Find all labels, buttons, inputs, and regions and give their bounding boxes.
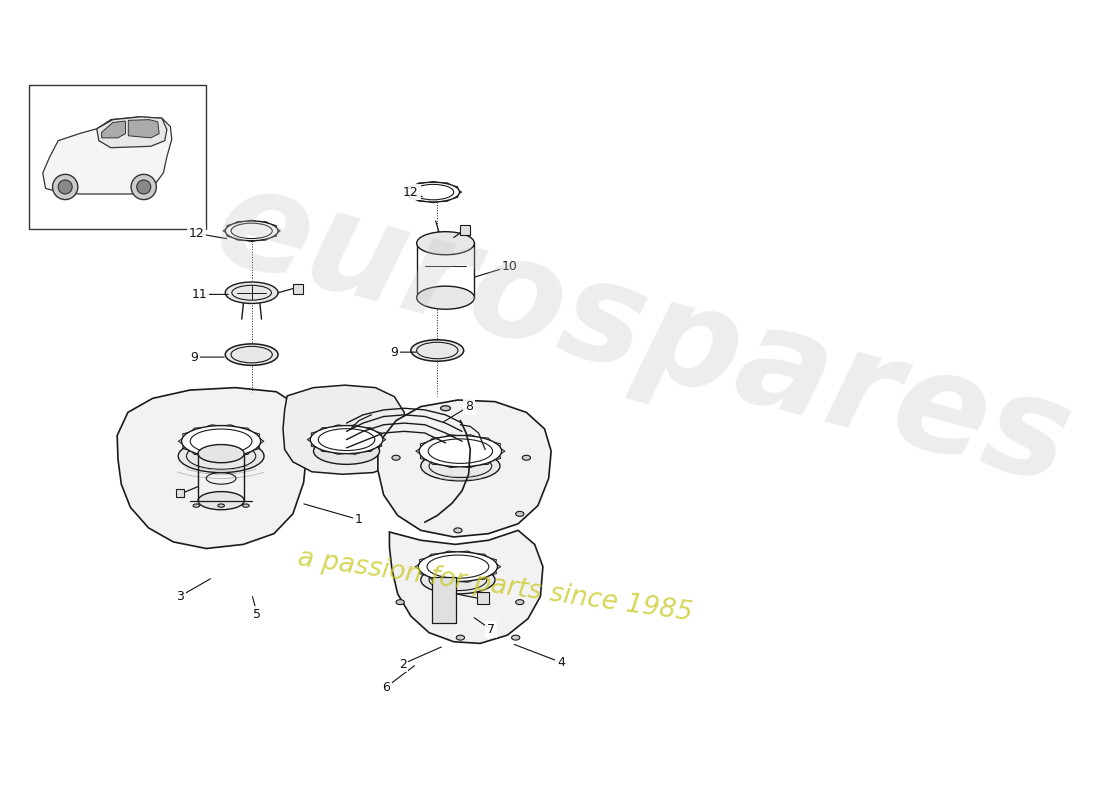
Ellipse shape bbox=[314, 438, 380, 464]
Text: 3: 3 bbox=[176, 590, 184, 603]
Ellipse shape bbox=[198, 445, 244, 462]
Polygon shape bbox=[129, 120, 160, 138]
Text: 5: 5 bbox=[253, 608, 262, 621]
Text: 6: 6 bbox=[382, 681, 390, 694]
Circle shape bbox=[136, 180, 151, 194]
Ellipse shape bbox=[411, 340, 464, 362]
Text: a passion for parts since 1985: a passion for parts since 1985 bbox=[296, 545, 694, 626]
Ellipse shape bbox=[407, 182, 460, 202]
Bar bbox=[29, 85, 207, 230]
Ellipse shape bbox=[182, 426, 261, 457]
Text: eurospares: eurospares bbox=[202, 155, 1085, 513]
Polygon shape bbox=[283, 385, 406, 474]
Text: 7: 7 bbox=[487, 623, 495, 636]
Text: 11: 11 bbox=[191, 288, 208, 301]
Ellipse shape bbox=[417, 232, 474, 254]
Ellipse shape bbox=[522, 455, 530, 460]
Circle shape bbox=[131, 174, 156, 199]
Text: 12: 12 bbox=[188, 227, 205, 240]
Polygon shape bbox=[118, 388, 307, 549]
Text: 10: 10 bbox=[502, 260, 518, 273]
Ellipse shape bbox=[421, 451, 500, 481]
Ellipse shape bbox=[516, 600, 524, 605]
Text: 4: 4 bbox=[557, 656, 565, 669]
Polygon shape bbox=[97, 117, 167, 148]
Ellipse shape bbox=[456, 635, 464, 640]
Ellipse shape bbox=[310, 426, 383, 454]
Polygon shape bbox=[431, 578, 456, 622]
Ellipse shape bbox=[392, 455, 400, 460]
Ellipse shape bbox=[243, 504, 250, 507]
Text: 12: 12 bbox=[403, 186, 419, 198]
Polygon shape bbox=[461, 225, 471, 235]
Ellipse shape bbox=[419, 435, 502, 467]
Polygon shape bbox=[101, 121, 125, 138]
Ellipse shape bbox=[512, 635, 520, 640]
Ellipse shape bbox=[417, 286, 474, 310]
Circle shape bbox=[58, 180, 73, 194]
Text: 9: 9 bbox=[390, 346, 398, 358]
Polygon shape bbox=[378, 400, 551, 537]
Circle shape bbox=[53, 174, 78, 199]
Ellipse shape bbox=[396, 600, 405, 605]
Ellipse shape bbox=[441, 406, 451, 410]
Text: 8: 8 bbox=[464, 400, 473, 413]
Ellipse shape bbox=[178, 440, 264, 473]
Text: 9: 9 bbox=[190, 350, 198, 363]
Ellipse shape bbox=[454, 528, 462, 533]
Polygon shape bbox=[293, 285, 303, 294]
Polygon shape bbox=[43, 117, 172, 194]
Polygon shape bbox=[477, 592, 490, 604]
Ellipse shape bbox=[226, 344, 278, 366]
Ellipse shape bbox=[516, 511, 524, 516]
Text: 1: 1 bbox=[355, 513, 363, 526]
Ellipse shape bbox=[226, 221, 278, 241]
Polygon shape bbox=[176, 489, 184, 498]
Ellipse shape bbox=[421, 566, 495, 594]
Ellipse shape bbox=[418, 552, 497, 582]
Ellipse shape bbox=[198, 491, 244, 510]
Text: 2: 2 bbox=[398, 658, 407, 670]
Ellipse shape bbox=[218, 504, 224, 507]
Ellipse shape bbox=[194, 504, 200, 507]
Ellipse shape bbox=[226, 282, 278, 303]
Polygon shape bbox=[389, 530, 543, 643]
